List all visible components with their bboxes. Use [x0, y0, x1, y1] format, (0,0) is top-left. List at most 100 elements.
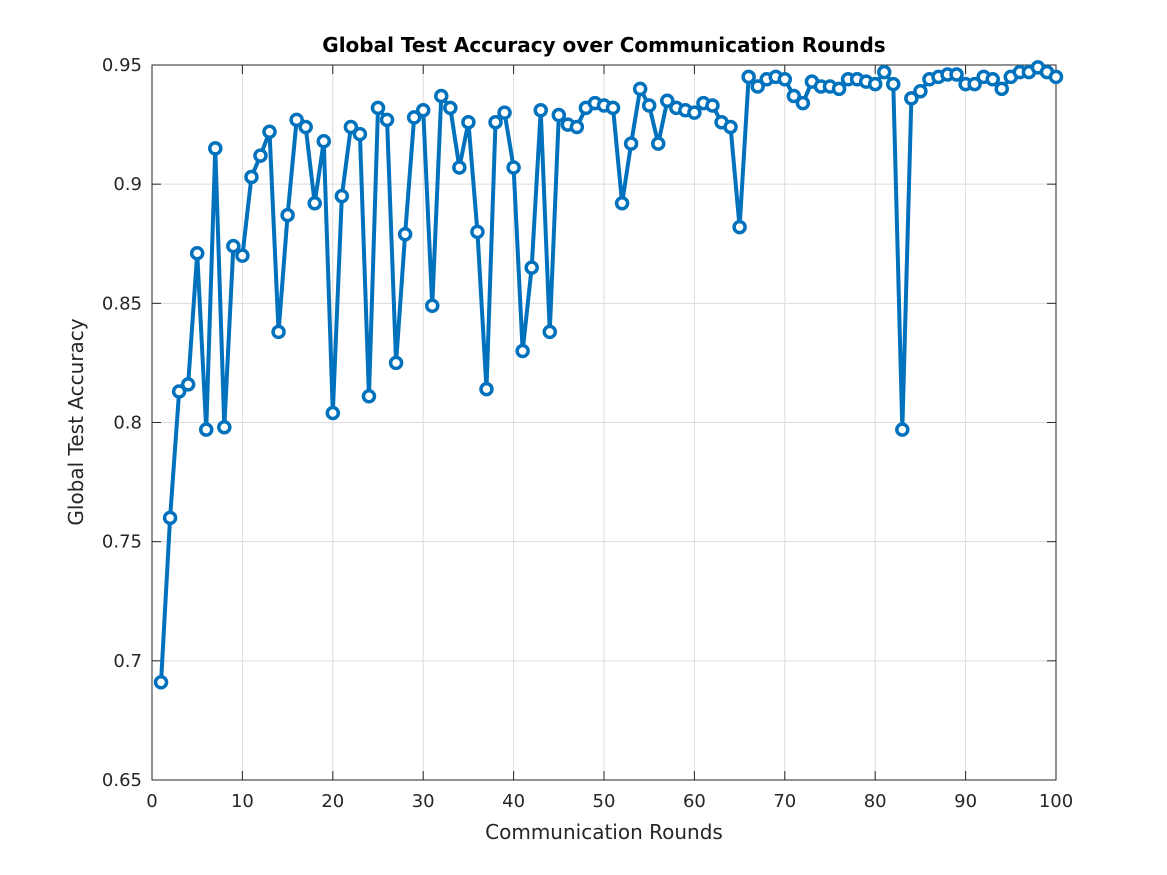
x-tick-label: 50	[593, 791, 616, 812]
x-tick-labels: 0 10 20 30 40 50 60 70 80 90 100	[146, 791, 1073, 812]
y-tick-labels: 0.65 0.7 0.75 0.8 0.85 0.9 0.95	[102, 55, 142, 791]
data-point	[876, 64, 892, 80]
data-point	[831, 81, 847, 97]
data-point	[913, 83, 928, 99]
grid	[152, 65, 1056, 780]
data-point	[687, 105, 702, 120]
data-point	[208, 141, 223, 156]
data-point	[967, 76, 982, 92]
data-point	[867, 76, 883, 92]
data-point	[397, 226, 413, 242]
data-point	[198, 422, 214, 437]
y-tick-label: 0.9	[113, 174, 142, 195]
chart-title: Global Test Accuracy over Communication …	[322, 33, 885, 57]
x-tick-label: 40	[502, 791, 525, 812]
data-point	[949, 67, 964, 82]
data-point	[434, 88, 449, 104]
data-point	[895, 422, 910, 437]
data-point	[244, 169, 259, 185]
data-point	[497, 105, 512, 120]
data-point	[235, 248, 250, 263]
data-point	[388, 355, 404, 371]
x-tick-label: 70	[773, 791, 796, 812]
data-point	[452, 160, 467, 175]
data-point	[379, 112, 395, 128]
data-point	[551, 107, 567, 123]
x-tick-label: 0	[146, 791, 157, 812]
data-point	[904, 91, 919, 106]
data-point	[253, 148, 268, 163]
data-point	[289, 112, 304, 128]
data-point	[271, 324, 286, 340]
data-point	[723, 119, 738, 135]
data-point	[488, 114, 503, 130]
data-point	[705, 98, 720, 113]
data-point	[334, 188, 350, 204]
data-point	[795, 95, 811, 111]
data-point	[361, 389, 377, 404]
x-tick-label: 80	[864, 791, 887, 812]
data-point	[515, 343, 530, 359]
data-point	[217, 420, 232, 435]
x-tick-label: 10	[231, 791, 254, 812]
data-point	[424, 298, 440, 313]
data-point	[994, 81, 1010, 97]
y-tick-label: 0.85	[102, 293, 142, 314]
x-tick-label: 20	[321, 791, 344, 812]
y-tick-label: 0.65	[102, 770, 142, 791]
data-point	[443, 100, 458, 116]
data-point	[605, 100, 621, 116]
data-point	[786, 88, 802, 104]
data-point	[650, 136, 666, 151]
data-point	[985, 72, 1000, 87]
data-point	[316, 134, 332, 149]
data-point	[506, 160, 521, 175]
data-point	[406, 110, 422, 125]
x-tick-label: 30	[412, 791, 435, 812]
data-point	[153, 675, 169, 690]
data-point	[325, 405, 341, 421]
data-point	[162, 510, 178, 526]
data-point	[533, 103, 548, 118]
data-point	[171, 384, 187, 399]
data-point	[370, 100, 386, 116]
axis-ticks	[151, 64, 1057, 781]
y-tick-label: 0.75	[102, 532, 142, 553]
data-point	[569, 119, 585, 135]
x-axis-label: Communication Rounds	[485, 820, 723, 844]
data-point	[298, 119, 313, 135]
x-tick-label: 90	[954, 791, 977, 812]
data-point	[307, 195, 322, 211]
data-point	[461, 114, 476, 130]
data-point	[1048, 69, 1064, 85]
data-point	[343, 119, 359, 135]
data-point	[777, 72, 793, 87]
data-point	[623, 136, 639, 151]
data-point	[280, 207, 295, 223]
data-point	[886, 76, 901, 92]
series-layer	[153, 60, 1064, 690]
data-point	[524, 260, 539, 275]
data-point	[632, 81, 648, 97]
x-tick-label: 100	[1039, 791, 1073, 812]
y-tick-label: 0.8	[113, 413, 142, 434]
y-tick-label: 0.7	[113, 651, 142, 672]
x-tick-label: 60	[683, 791, 706, 812]
data-point	[732, 219, 747, 235]
data-point	[750, 79, 765, 94]
data-point	[479, 381, 494, 397]
data-point	[741, 69, 756, 85]
data-point	[470, 224, 485, 240]
y-axis-label: Global Test Accuracy	[64, 318, 88, 525]
data-point	[226, 238, 241, 254]
data-point	[660, 93, 675, 108]
data-point	[415, 103, 431, 118]
y-tick-label: 0.95	[102, 55, 142, 76]
data-point	[641, 98, 657, 113]
data-point	[542, 324, 558, 340]
data-point	[262, 124, 277, 139]
data-point	[614, 195, 630, 211]
data-point	[189, 246, 205, 261]
